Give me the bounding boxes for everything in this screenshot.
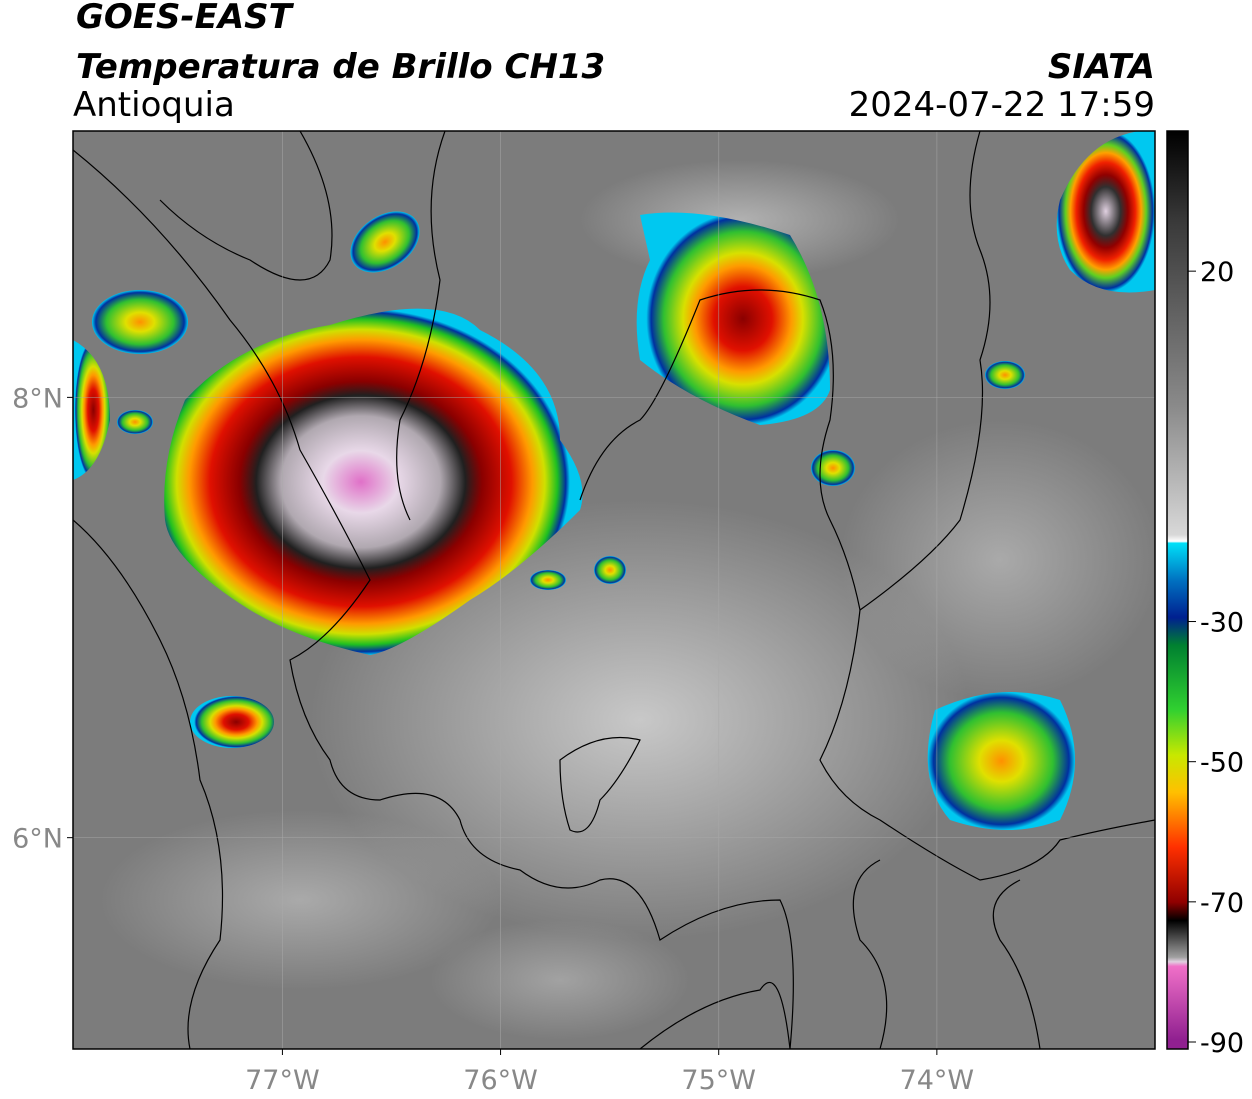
x-tick-label: 77°W	[245, 1065, 320, 1096]
colorbar-tick-label: -50	[1200, 748, 1244, 779]
plot-frame	[72, 130, 1156, 1050]
region: Antioquia	[73, 85, 235, 125]
colorbar-tick-label: -70	[1200, 888, 1244, 919]
map-image	[73, 131, 1155, 1049]
y-tick-label: 8°N	[12, 383, 63, 414]
y-tick-label: 6°N	[12, 824, 63, 855]
source: SIATA	[1048, 47, 1155, 87]
colorbar-tick-label: -90	[1200, 1028, 1244, 1059]
x-tick-label: 75°W	[681, 1065, 756, 1096]
colorbar-tick-label: 20	[1200, 257, 1234, 288]
colorbar	[1166, 130, 1189, 1050]
datetime: 2024-07-22 17:59	[849, 85, 1155, 125]
x-tick-label: 76°W	[463, 1065, 538, 1096]
subtitle: Temperatura de Brillo CH13	[76, 47, 605, 87]
grid	[73, 131, 1155, 1049]
colorbar-tick-label: -30	[1200, 608, 1244, 639]
title: GOES-EAST	[76, 0, 295, 37]
x-tick-label: 74°W	[900, 1065, 975, 1096]
